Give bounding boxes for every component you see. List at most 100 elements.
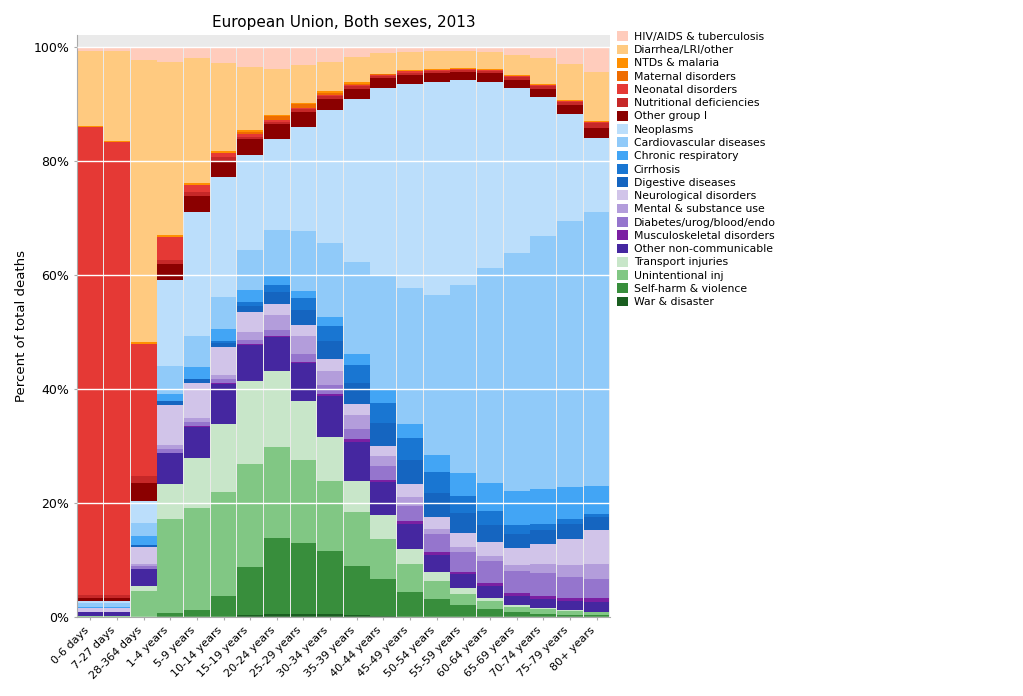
Bar: [131, 501, 157, 523]
Bar: [503, 594, 530, 596]
Bar: [211, 297, 236, 329]
Bar: [503, 534, 530, 548]
Bar: [104, 141, 130, 142]
Bar: [78, 616, 103, 617]
Bar: [291, 65, 316, 103]
Bar: [237, 67, 263, 130]
Bar: [397, 47, 422, 52]
Bar: [291, 231, 316, 291]
Bar: [211, 157, 236, 161]
Bar: [264, 614, 290, 617]
Bar: [530, 236, 557, 489]
Bar: [530, 97, 557, 236]
Bar: [317, 99, 343, 110]
Bar: [557, 601, 583, 610]
Bar: [237, 130, 263, 132]
Bar: [264, 116, 290, 120]
Bar: [477, 73, 503, 81]
Bar: [370, 47, 396, 54]
Bar: [397, 288, 422, 425]
Bar: [424, 535, 449, 552]
Bar: [397, 484, 422, 497]
Bar: [158, 405, 183, 445]
Bar: [583, 212, 610, 486]
Bar: [264, 315, 290, 330]
Bar: [237, 306, 263, 313]
Bar: [317, 394, 343, 396]
Bar: [317, 96, 343, 99]
Bar: [450, 72, 477, 80]
Bar: [450, 533, 477, 547]
Bar: [131, 483, 157, 501]
Bar: [450, 552, 477, 572]
Bar: [370, 456, 396, 466]
Bar: [317, 47, 343, 61]
Bar: [424, 493, 449, 516]
Bar: [344, 429, 369, 439]
Bar: [211, 63, 236, 151]
Bar: [557, 221, 583, 487]
Bar: [424, 572, 449, 581]
Bar: [237, 332, 263, 340]
Bar: [317, 326, 343, 341]
Bar: [344, 86, 369, 88]
Bar: [557, 565, 583, 577]
Bar: [583, 615, 610, 617]
Bar: [78, 126, 103, 127]
Bar: [344, 100, 369, 262]
Bar: [158, 264, 183, 280]
Bar: [237, 132, 263, 134]
Bar: [503, 491, 530, 525]
Bar: [78, 603, 103, 607]
Bar: [131, 344, 157, 476]
Bar: [583, 612, 610, 615]
Bar: [344, 47, 369, 57]
Bar: [424, 528, 449, 535]
Bar: [78, 595, 103, 598]
Bar: [237, 567, 263, 615]
Bar: [158, 449, 183, 452]
Bar: [78, 612, 103, 616]
Bar: [557, 102, 583, 105]
Bar: [317, 436, 343, 481]
Bar: [211, 343, 236, 347]
Bar: [184, 367, 210, 379]
Bar: [78, 607, 103, 608]
Bar: [104, 603, 130, 607]
Bar: [503, 76, 530, 77]
Bar: [158, 47, 183, 63]
Bar: [424, 552, 449, 555]
Bar: [184, 458, 210, 508]
Bar: [131, 342, 157, 344]
Bar: [477, 583, 503, 586]
Bar: [211, 161, 236, 177]
Bar: [424, 294, 449, 454]
Bar: [291, 108, 316, 109]
Bar: [158, 394, 183, 402]
Bar: [291, 543, 316, 614]
Bar: [503, 55, 530, 75]
Bar: [104, 601, 130, 603]
Bar: [104, 616, 130, 617]
Bar: [477, 52, 503, 70]
Bar: [397, 506, 422, 521]
Bar: [397, 521, 422, 524]
Bar: [237, 155, 263, 250]
Bar: [583, 530, 610, 564]
Bar: [158, 484, 183, 519]
Bar: [370, 75, 396, 77]
Bar: [450, 588, 477, 594]
Bar: [344, 82, 369, 84]
Bar: [291, 104, 316, 108]
Bar: [424, 73, 449, 81]
Bar: [264, 230, 290, 276]
Bar: [264, 120, 290, 122]
Bar: [503, 612, 530, 617]
Bar: [503, 606, 530, 612]
Bar: [78, 127, 103, 595]
Bar: [131, 566, 157, 569]
Bar: [264, 276, 290, 285]
Bar: [158, 280, 183, 366]
Bar: [477, 81, 503, 268]
Bar: [184, 610, 210, 617]
